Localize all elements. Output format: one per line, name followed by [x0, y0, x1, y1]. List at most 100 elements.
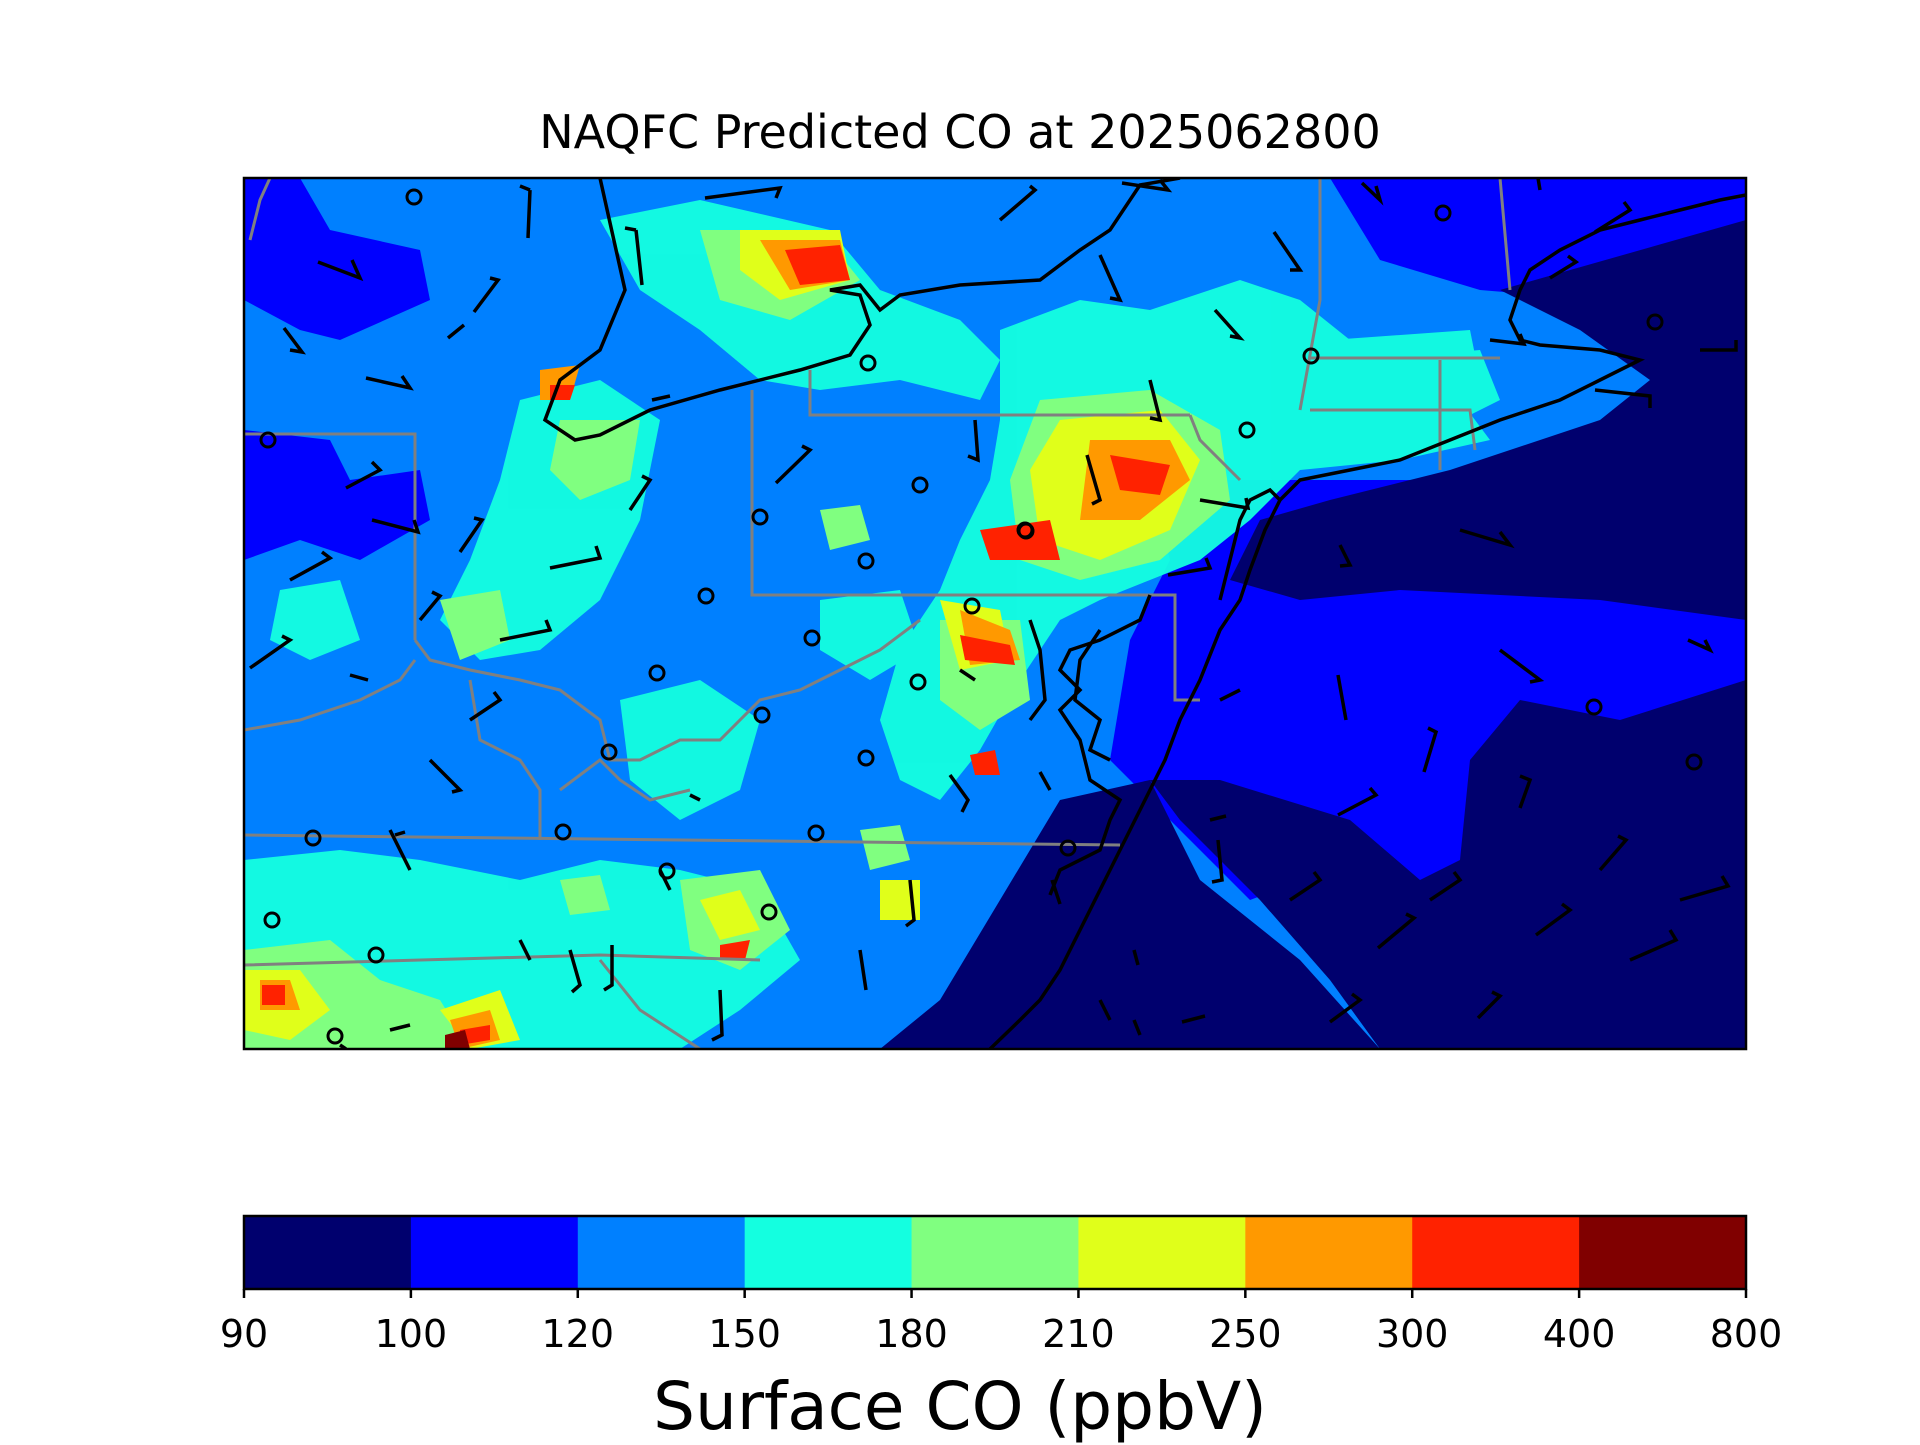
station-marker	[1434, 204, 1452, 222]
station-marker	[259, 431, 277, 449]
station-markers	[259, 188, 1703, 1045]
station-marker	[751, 508, 769, 526]
wind-barb	[1328, 992, 1363, 1024]
wind-barb	[1121, 178, 1173, 193]
wind-barb	[289, 550, 334, 582]
wind-barb	[446, 323, 466, 340]
wind-barb	[689, 793, 701, 802]
wind-barb	[1422, 726, 1439, 773]
wind-barb	[998, 184, 1038, 222]
station-marker	[857, 552, 875, 570]
wind-barb	[1098, 254, 1123, 303]
wind-barb	[458, 516, 485, 553]
wind-barb	[518, 939, 532, 961]
station-marker	[909, 673, 927, 691]
wind-barb	[1213, 308, 1245, 341]
wind-barb	[1098, 999, 1112, 1021]
wind-barb	[1038, 771, 1052, 791]
station-marker	[405, 188, 423, 206]
wind-barb	[1534, 902, 1573, 937]
wind-barb	[1679, 875, 1731, 902]
station-marker	[600, 743, 618, 761]
wind-barb	[1459, 528, 1515, 549]
colorbar-tick-label: 300	[1375, 1312, 1449, 1356]
co-field-darkred	[445, 1030, 470, 1049]
wind-barb	[472, 276, 501, 314]
station-marker	[1302, 347, 1320, 365]
station-marker	[263, 911, 281, 929]
wind-barb	[1167, 557, 1213, 577]
colorbar-segment	[911, 1216, 1079, 1289]
station-marker	[760, 903, 778, 921]
wind-barb	[1598, 834, 1629, 872]
wind-barb	[959, 668, 976, 682]
colorbar-segment	[244, 1216, 412, 1289]
wind-barb	[711, 989, 724, 1042]
wind-barb	[345, 460, 383, 490]
wind-barb	[858, 949, 868, 991]
map-panel	[244, 178, 1746, 1049]
wind-barb	[349, 673, 369, 682]
station-marker	[807, 824, 825, 842]
wind-barb	[1211, 839, 1224, 884]
wind-barb	[1489, 333, 1527, 347]
wind-barb	[1199, 497, 1251, 511]
colorbar-tick-label: 90	[219, 1312, 269, 1356]
colorbar-segment	[410, 1216, 579, 1289]
colorbar-tick-label: 210	[1042, 1312, 1115, 1356]
wind-barb	[1700, 340, 1738, 352]
colorbar-segment	[1078, 1216, 1246, 1289]
wind-barb	[1518, 774, 1533, 809]
co-field-ocean	[880, 220, 1746, 1049]
wind-barb	[603, 945, 614, 992]
colorbar-tick-label: 100	[374, 1312, 448, 1356]
station-marker	[1685, 753, 1703, 771]
station-marker	[1016, 521, 1034, 539]
wind-barb	[394, 830, 406, 837]
wind-barb	[904, 879, 916, 928]
coastline	[542, 178, 1746, 1049]
station-marker	[1238, 421, 1256, 439]
colorbar-segment	[1412, 1216, 1580, 1289]
colorbar-ticks	[242, 1289, 1748, 1298]
station-marker	[803, 629, 821, 647]
wind-barb	[1209, 814, 1227, 822]
colorbar-segment	[577, 1216, 746, 1289]
colorbar-tick-label: 120	[541, 1312, 615, 1356]
station-marker	[1059, 839, 1077, 857]
wind-barb	[248, 634, 294, 670]
wind-barb	[1687, 638, 1714, 654]
wind-barb	[1181, 1014, 1206, 1024]
wind-barb	[1594, 388, 1652, 408]
wind-barb	[967, 419, 980, 463]
station-marker	[326, 1027, 344, 1045]
wind-barb	[469, 690, 503, 722]
wind-barb	[549, 545, 603, 570]
wind-barb	[704, 185, 783, 200]
wind-barb	[774, 444, 813, 485]
colorbar-tick-label: 150	[708, 1312, 781, 1356]
wind-barb	[1536, 178, 1542, 191]
wind-barb	[628, 474, 653, 511]
wind-barb	[1050, 879, 1062, 905]
colorbar-frame	[242, 1214, 1748, 1291]
wind-barb	[388, 829, 412, 871]
station-marker	[859, 354, 877, 372]
station-marker	[367, 946, 385, 964]
wind-barb	[1132, 1019, 1142, 1036]
station-marker	[648, 664, 666, 682]
wind-barb	[428, 758, 464, 794]
wind-barb	[1272, 231, 1304, 272]
wind-barb	[519, 184, 532, 239]
colorbar-tick-label: 250	[1209, 1312, 1282, 1356]
station-marker	[963, 597, 981, 615]
wind-barb	[1549, 254, 1580, 280]
wind-barb	[1289, 870, 1323, 902]
wind-barb	[389, 1023, 411, 1032]
chart-title: NAQFC Predicted CO at 2025062800	[539, 105, 1381, 159]
station-marker	[1646, 313, 1664, 331]
map-frame	[242, 176, 1748, 1051]
wind-barb	[1337, 786, 1379, 817]
station-marker	[753, 706, 771, 724]
